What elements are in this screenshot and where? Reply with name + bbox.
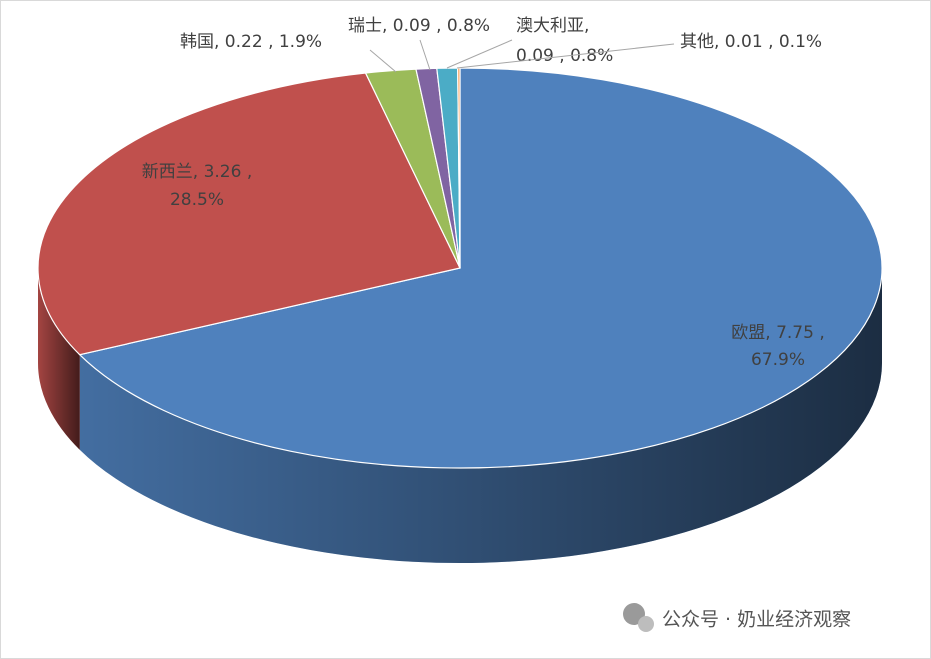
data-label: 67.9% [751,350,805,370]
data-label: 欧盟, 7.75 , [731,323,824,343]
slice [78,67,883,469]
pie: 欧盟, 7.75 , 67.9% 新西兰, 3.26 , 28.5% 韩国, 0.22 … [37,16,883,563]
data-label: 28.5% [170,190,224,210]
slice-tops [37,67,883,469]
slice-side-shade [79,268,882,563]
data-label: 其他, 0.01 , 0.1% [680,32,822,52]
slice [37,72,461,356]
data-label: 澳大利亚, [516,16,589,36]
watermark-icon [638,616,654,632]
watermark: 公众号 · 奶业经济观察 [623,603,851,632]
leader-line [456,43,675,69]
data-labels: 欧盟, 7.75 , 67.9% 新西兰, 3.26 , 28.5% 韩国, 0.22 … [142,16,825,370]
data-label: 瑞士, 0.09 , 0.8% [348,16,490,36]
leader-line [369,49,397,73]
watermark-text: 公众号 · 奶业经济观察 [662,609,851,631]
leader-line [419,39,431,71]
data-label: 韩国, 0.22 , 1.9% [180,32,322,52]
leader-line [446,39,513,69]
data-label: 新西兰, 3.26 , [142,162,252,182]
